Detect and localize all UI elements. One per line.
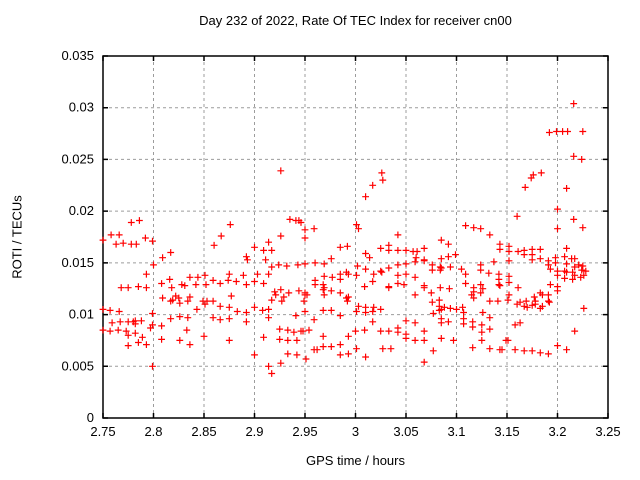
y-tick-label: 0.035 bbox=[61, 48, 94, 63]
x-tick-label: 3.25 bbox=[595, 424, 620, 439]
y-tick-label: 0.015 bbox=[61, 255, 94, 270]
grid-lines bbox=[103, 56, 608, 418]
x-tick-label: 3.15 bbox=[494, 424, 519, 439]
y-tick-label: 0.01 bbox=[69, 307, 94, 322]
x-axis-label: GPS time / hours bbox=[306, 453, 405, 468]
y-tick-label: 0.02 bbox=[69, 203, 94, 218]
x-tick-label: 3.05 bbox=[393, 424, 418, 439]
tick-marks bbox=[102, 55, 609, 419]
y-tick-label: 0.025 bbox=[61, 151, 94, 166]
x-tick-label: 2.95 bbox=[292, 424, 317, 439]
y-tick-label: 0.03 bbox=[69, 100, 94, 115]
x-tick-label: 2.85 bbox=[191, 424, 216, 439]
x-tick-label: 3 bbox=[352, 424, 359, 439]
x-tick-label: 3.1 bbox=[447, 424, 465, 439]
y-tick-label: 0 bbox=[87, 410, 94, 425]
data-points bbox=[99, 100, 590, 377]
x-tick-label: 2.75 bbox=[90, 424, 115, 439]
x-tick-label: 2.8 bbox=[144, 424, 162, 439]
x-tick-label: 2.9 bbox=[245, 424, 263, 439]
y-tick-label: 0.005 bbox=[61, 358, 94, 373]
plot-title: Day 232 of 2022, Rate Of TEC Index for r… bbox=[199, 13, 512, 28]
x-tick-label: 3.2 bbox=[548, 424, 566, 439]
